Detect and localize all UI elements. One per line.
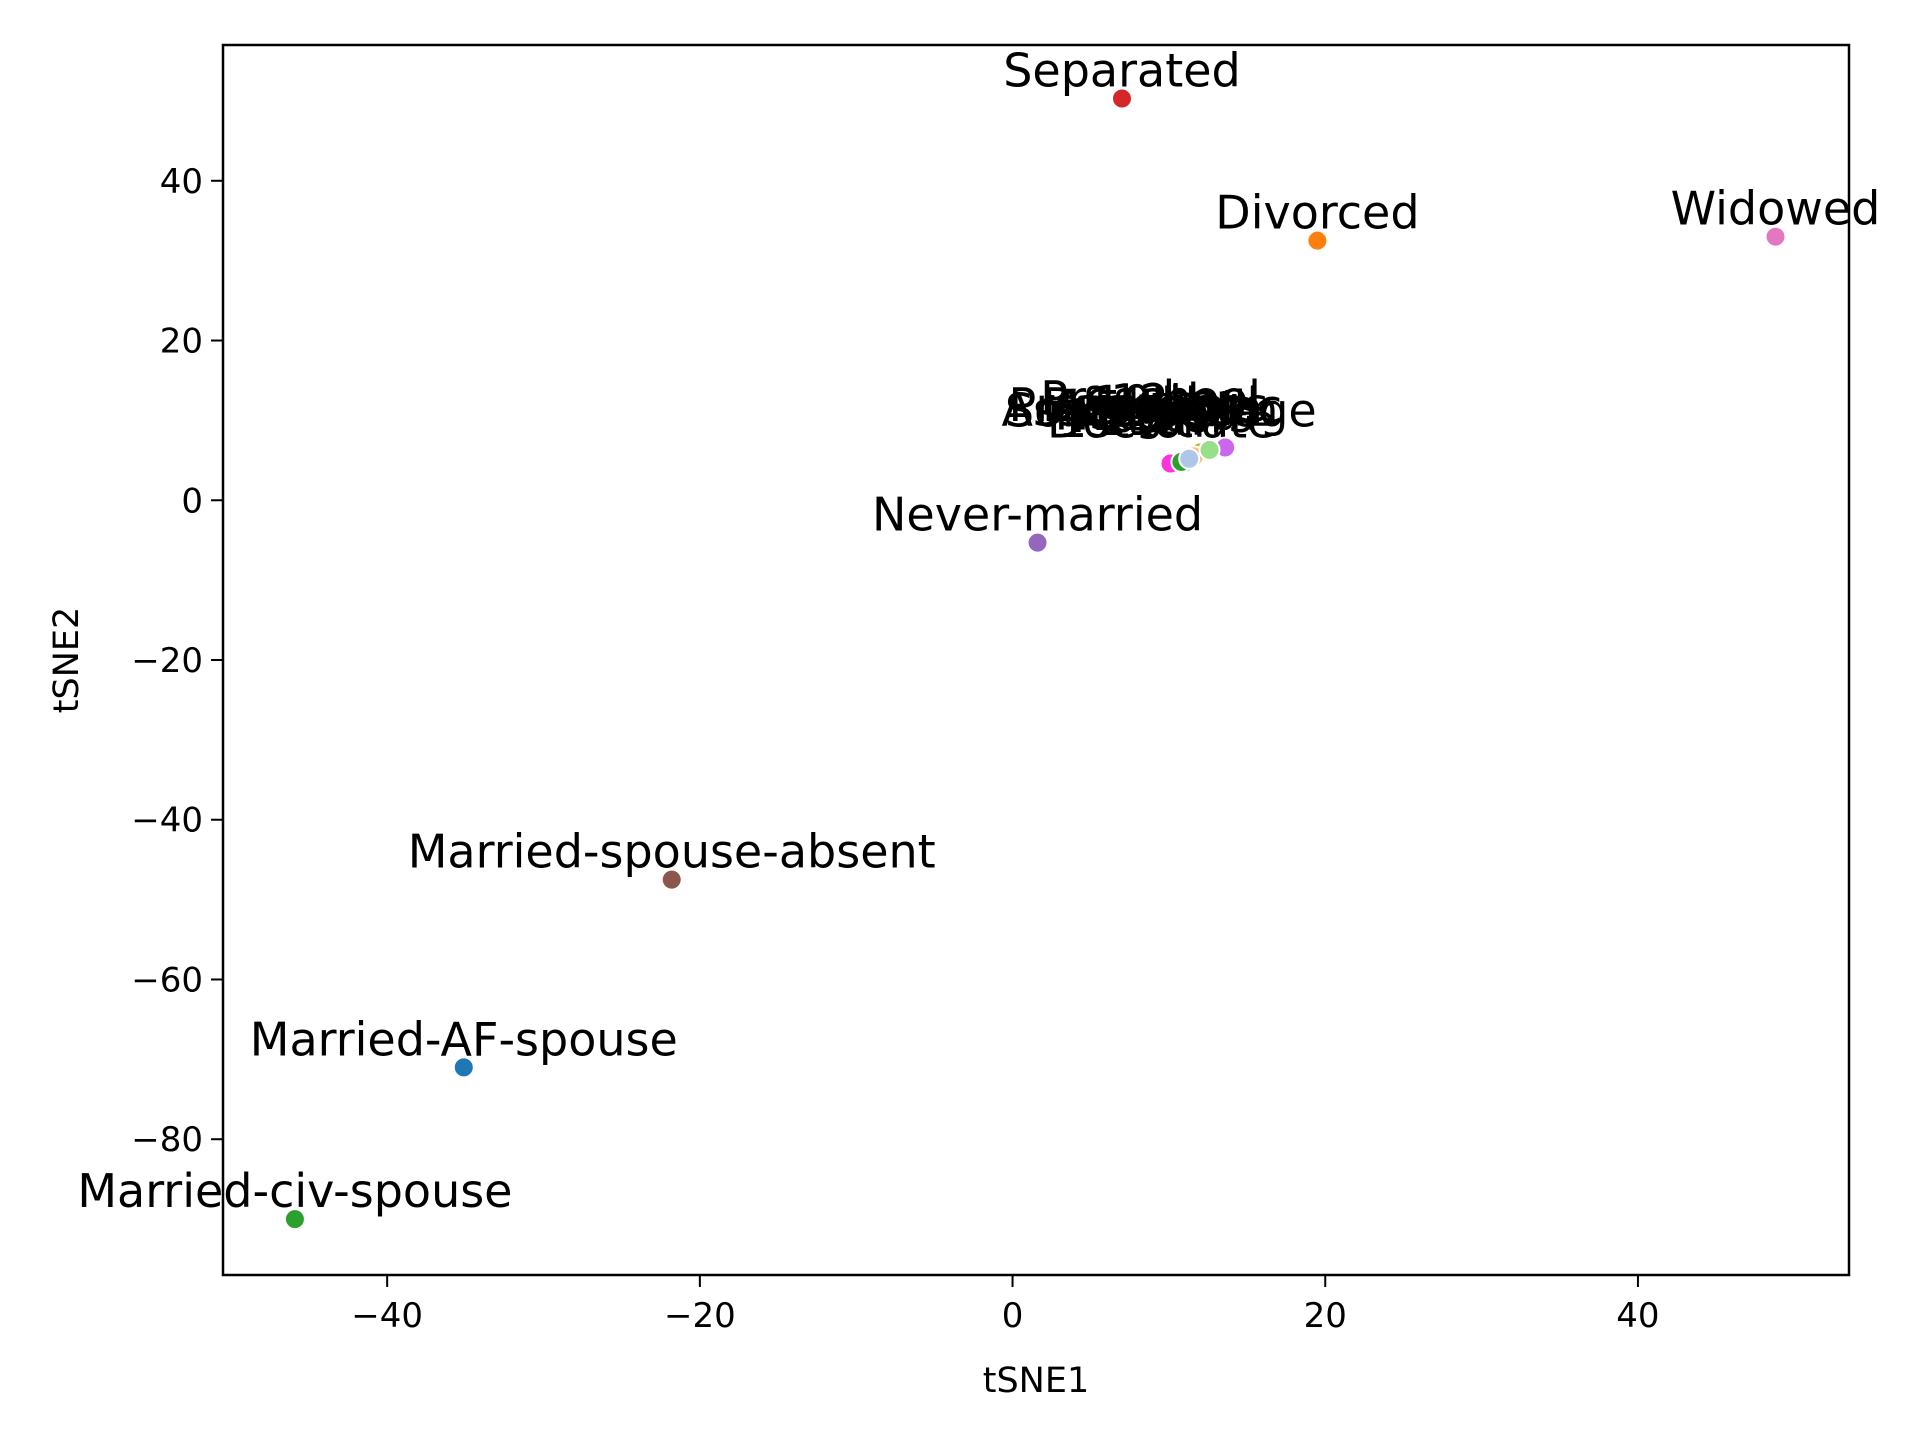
cluster-point-label: 11th: [1097, 392, 1203, 446]
scatter-point-1: Divorced: [1215, 186, 1420, 252]
point-marker: [660, 868, 683, 891]
axes-frame: [221, 43, 1851, 1277]
cluster-point-label: Doctorate: [1047, 394, 1275, 448]
y-axis-ticks: −80 −60 −40 −20 0 20 40: [131, 162, 223, 1160]
point-marker: [283, 1208, 306, 1231]
cluster-point-label: 9th: [1097, 388, 1173, 442]
cluster-point-label: 12th: [1110, 374, 1216, 428]
cluster-point-label: 5th-6th: [1093, 381, 1263, 435]
cluster-point-label: Assoc-acdm: [1002, 382, 1279, 436]
cluster-point-label: HS-grad: [1055, 387, 1241, 441]
cluster-labels: Some-collegeHS-gradBachelorsMastersAssoc…: [1002, 371, 1317, 449]
y-tick-label: −20: [131, 641, 203, 681]
scatter-point-5: Married-AF-spouse: [250, 1012, 678, 1079]
x-tick-label: −40: [351, 1296, 423, 1336]
x-tick-label: 0: [1002, 1296, 1024, 1336]
y-tick-label: −80: [131, 1120, 203, 1160]
cluster-point-label: Some-college: [1005, 384, 1317, 438]
point-marker: [1306, 229, 1329, 252]
cluster-point-label: 7th-8th: [1088, 387, 1258, 441]
point-marker: [1110, 87, 1133, 110]
y-tick-label: −40: [131, 801, 203, 841]
x-tick-label: −20: [664, 1296, 736, 1336]
scatter-point-2: Widowed: [1671, 182, 1881, 248]
scatter-point-6: Married-civ-spouse: [77, 1164, 513, 1231]
cluster-points: [1159, 436, 1237, 475]
point-label: Married-civ-spouse: [77, 1164, 512, 1218]
x-tick-label: 40: [1616, 1296, 1659, 1336]
y-tick-label: 40: [160, 162, 203, 202]
cluster-point-label: Preschool: [1040, 371, 1261, 425]
scatter-point-4: Married-spouse-absent: [408, 825, 936, 891]
y-tick-label: 0: [181, 481, 203, 521]
y-axis-label: tSNE2: [47, 607, 87, 714]
cluster-point-label: 1st-4th: [1058, 394, 1222, 448]
scatter-point-3: Never-married: [872, 488, 1203, 554]
cluster-point-label: Bachelors: [1042, 378, 1268, 432]
point-marker: [1764, 225, 1787, 248]
y-tick-label: 20: [160, 322, 203, 362]
point-marker: [1026, 531, 1049, 554]
point-label: Married-spouse-absent: [408, 825, 936, 879]
y-tick-label: −60: [131, 960, 203, 1000]
point-label: Never-married: [872, 488, 1203, 542]
cluster-point-label: Prof-school: [1009, 378, 1260, 432]
point-label: Widowed: [1671, 182, 1881, 236]
cluster-point-label: Masters: [1072, 389, 1253, 443]
cluster-point: [1178, 447, 1201, 470]
point-label: Separated: [1003, 44, 1241, 98]
point-label: Married-AF-spouse: [250, 1012, 678, 1066]
x-axis-ticks: −40 −20 0 20 40: [351, 1275, 1660, 1336]
plot-area: Some-collegeHS-gradBachelorsMastersAssoc…: [77, 44, 1881, 1231]
point-label: Divorced: [1215, 186, 1419, 240]
x-tick-label: 20: [1304, 1296, 1347, 1336]
x-axis-label: tSNE1: [983, 1361, 1090, 1401]
cluster-point: [1198, 438, 1221, 461]
scatter-point-0: Separated: [1003, 44, 1241, 110]
cluster-point-label: Assoc-voc: [1053, 379, 1282, 433]
cluster-point-label: 10th: [1093, 376, 1199, 430]
point-marker: [452, 1056, 475, 1079]
